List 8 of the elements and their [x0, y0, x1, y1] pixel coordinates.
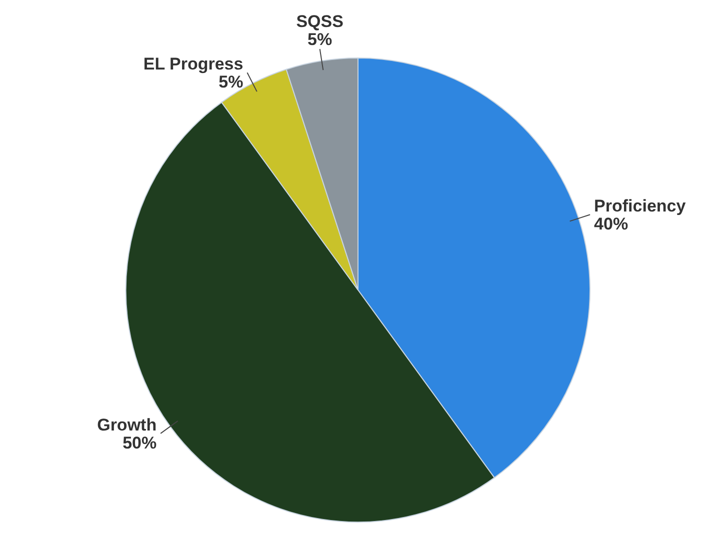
slice-label: SQSS [296, 12, 344, 32]
slice-label: Proficiency [594, 196, 686, 216]
slice-label: Growth [97, 415, 157, 434]
slice-label: EL Progress [143, 54, 244, 74]
data-label: 5% [218, 72, 244, 92]
data-label: 50% [122, 433, 157, 452]
data-label: 40% [594, 214, 628, 234]
data-label: 5% [308, 30, 332, 50]
